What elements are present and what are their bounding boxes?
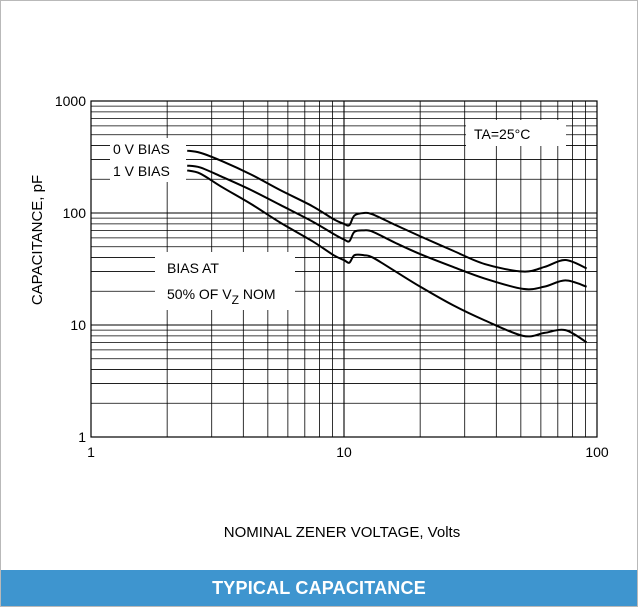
series-group <box>186 149 588 344</box>
temperature-label-bg <box>466 120 566 146</box>
y-tick-label: 100 <box>63 205 87 221</box>
x-axis-title: NOMINAL ZENER VOLTAGE, Volts <box>224 524 460 541</box>
x-tick-label: 1 <box>87 444 95 460</box>
y-tick-label: 10 <box>70 317 86 333</box>
series-0v-label: 0 V BIAS <box>113 141 170 157</box>
series-1v-label: 1 V BIAS <box>113 163 170 179</box>
y-tick-label: 1000 <box>55 93 86 109</box>
series-line-0 <box>187 149 588 273</box>
series-line-1 <box>187 164 587 291</box>
series-50pct-label-subscript: Z <box>232 293 239 307</box>
figure-caption: TYPICAL CAPACITANCE <box>1 570 637 606</box>
y-tick-label: 1 <box>78 429 86 445</box>
series-1v-label-bg <box>110 160 186 182</box>
tick-labels: 1 10 100 1000 100 10 1 <box>55 93 609 460</box>
plot-area <box>90 100 598 438</box>
x-tick-label: 10 <box>336 444 352 460</box>
series-50pct-label-line1: BIAS AT <box>167 260 219 276</box>
series-50pct-label-bg <box>155 252 295 310</box>
series-50pct-label-line2: 50% OF VZ NOM <box>167 286 276 307</box>
series-50pct-label-prefix: 50% OF V <box>167 286 232 302</box>
temperature-label: TA=25°C <box>474 126 530 142</box>
x-tick-label: 100 <box>585 444 609 460</box>
series-50pct-label-suffix: NOM <box>239 286 276 302</box>
y-axis-title: CAPACITANCE, pF <box>29 175 46 305</box>
series-0v-label-bg <box>110 138 186 160</box>
series-line-2 <box>186 169 588 344</box>
